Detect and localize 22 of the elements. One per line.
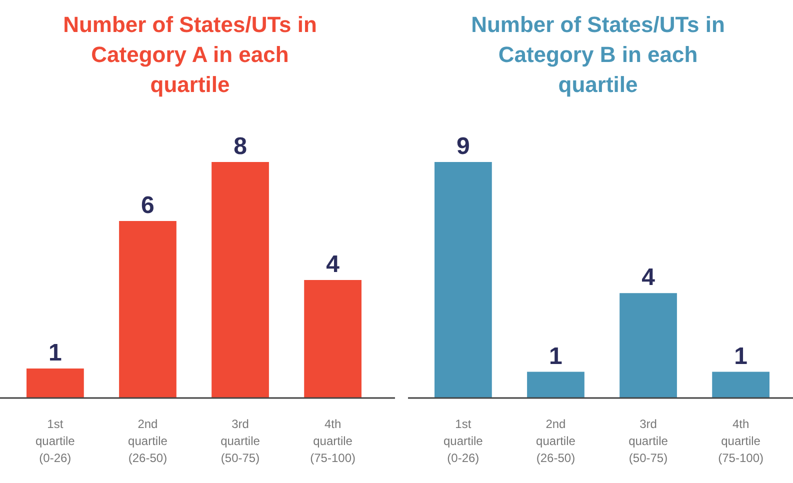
data-label: 6 <box>141 192 154 219</box>
x-tick-label: 2nd quartile (26-50) <box>536 417 576 465</box>
x-tick-label: 3rd quartile (50-75) <box>220 417 260 465</box>
x-tick-label: 3rd quartile (50-75) <box>628 417 668 465</box>
data-label: 4 <box>326 251 340 278</box>
x-tick-label: 4th quartile (75-100) <box>310 417 356 465</box>
chart-title: Number of States/UTs in Category A in each quartile <box>63 12 317 97</box>
chart-title: Number of States/UTs in Category B in each quartile <box>471 12 725 97</box>
data-label: 4 <box>642 264 656 292</box>
x-tick-label: 1st quartile (0-26) <box>444 417 484 465</box>
x-tick-label: 4th quartile (75-100) <box>718 417 764 465</box>
data-label: 9 <box>456 133 470 160</box>
x-tick-label: 2nd quartile (26-50) <box>128 417 168 465</box>
bar <box>119 221 176 398</box>
data-label: 1 <box>549 342 562 370</box>
x-tick-label: 1st quartile (0-26) <box>36 417 76 465</box>
data-label: 1 <box>734 342 748 370</box>
data-label: 8 <box>234 133 247 160</box>
bar <box>212 162 269 398</box>
bar <box>304 280 362 398</box>
data-label: 1 <box>48 340 62 366</box>
bar <box>26 368 84 398</box>
